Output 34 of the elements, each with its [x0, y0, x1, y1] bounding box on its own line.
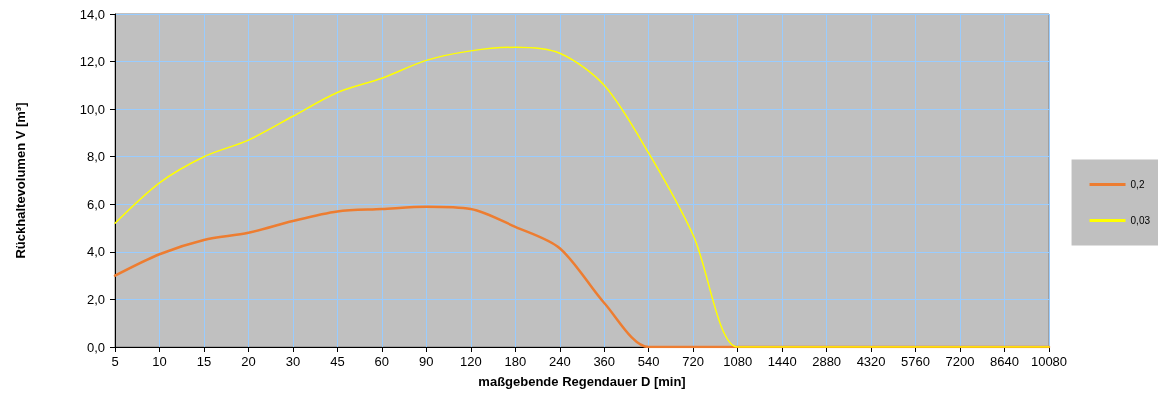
x-tick-label: 1440 — [767, 354, 797, 369]
y-tick-label: 8,0 — [86, 149, 105, 165]
x-tick-label: 360 — [593, 354, 616, 369]
y-tick-label: 12,0 — [79, 54, 105, 70]
y-axis-title: Rückhaltevolumen V [m³] — [13, 102, 28, 259]
x-tick-label: 30 — [285, 354, 301, 369]
y-tick-label: 0,0 — [86, 339, 105, 355]
x-tick-label: 20 — [241, 354, 256, 369]
x-tick-label: 4320 — [856, 354, 886, 369]
y-tick-label: 14,0 — [79, 6, 105, 22]
x-tick-label: 5760 — [901, 354, 931, 369]
y-tick-label: 6,0 — [86, 196, 105, 212]
x-tick-label: 720 — [682, 354, 705, 369]
legend-label: 0,03 — [1130, 215, 1151, 226]
y-tick-label: 2,0 — [86, 291, 105, 307]
x-tick-label: 7200 — [945, 354, 975, 369]
x-tick-label: 45 — [330, 354, 345, 369]
x-tick-label: 2880 — [812, 354, 842, 369]
x-tick-label: 540 — [637, 354, 660, 369]
y-tick-label: 10,0 — [79, 101, 105, 117]
legend-label: 0,2 — [1130, 179, 1145, 190]
x-tick-label: 10080 — [1030, 354, 1068, 369]
x-tick-label: 5 — [111, 354, 119, 369]
x-tick-label: 90 — [419, 354, 434, 369]
x-tick-label: 180 — [504, 354, 527, 369]
x-axis-title: maßgebende Regendauer D [min] — [478, 374, 686, 389]
x-tick-label: 10 — [152, 354, 167, 369]
x-tick-label: 240 — [548, 354, 571, 369]
x-tick-label: 60 — [374, 354, 390, 369]
x-tick-label: 15 — [196, 354, 212, 369]
x-tick-label: 1080 — [723, 354, 753, 369]
y-tick-label: 4,0 — [86, 244, 105, 260]
x-tick-label: 120 — [459, 354, 482, 369]
x-tick-label: 8640 — [990, 354, 1019, 369]
